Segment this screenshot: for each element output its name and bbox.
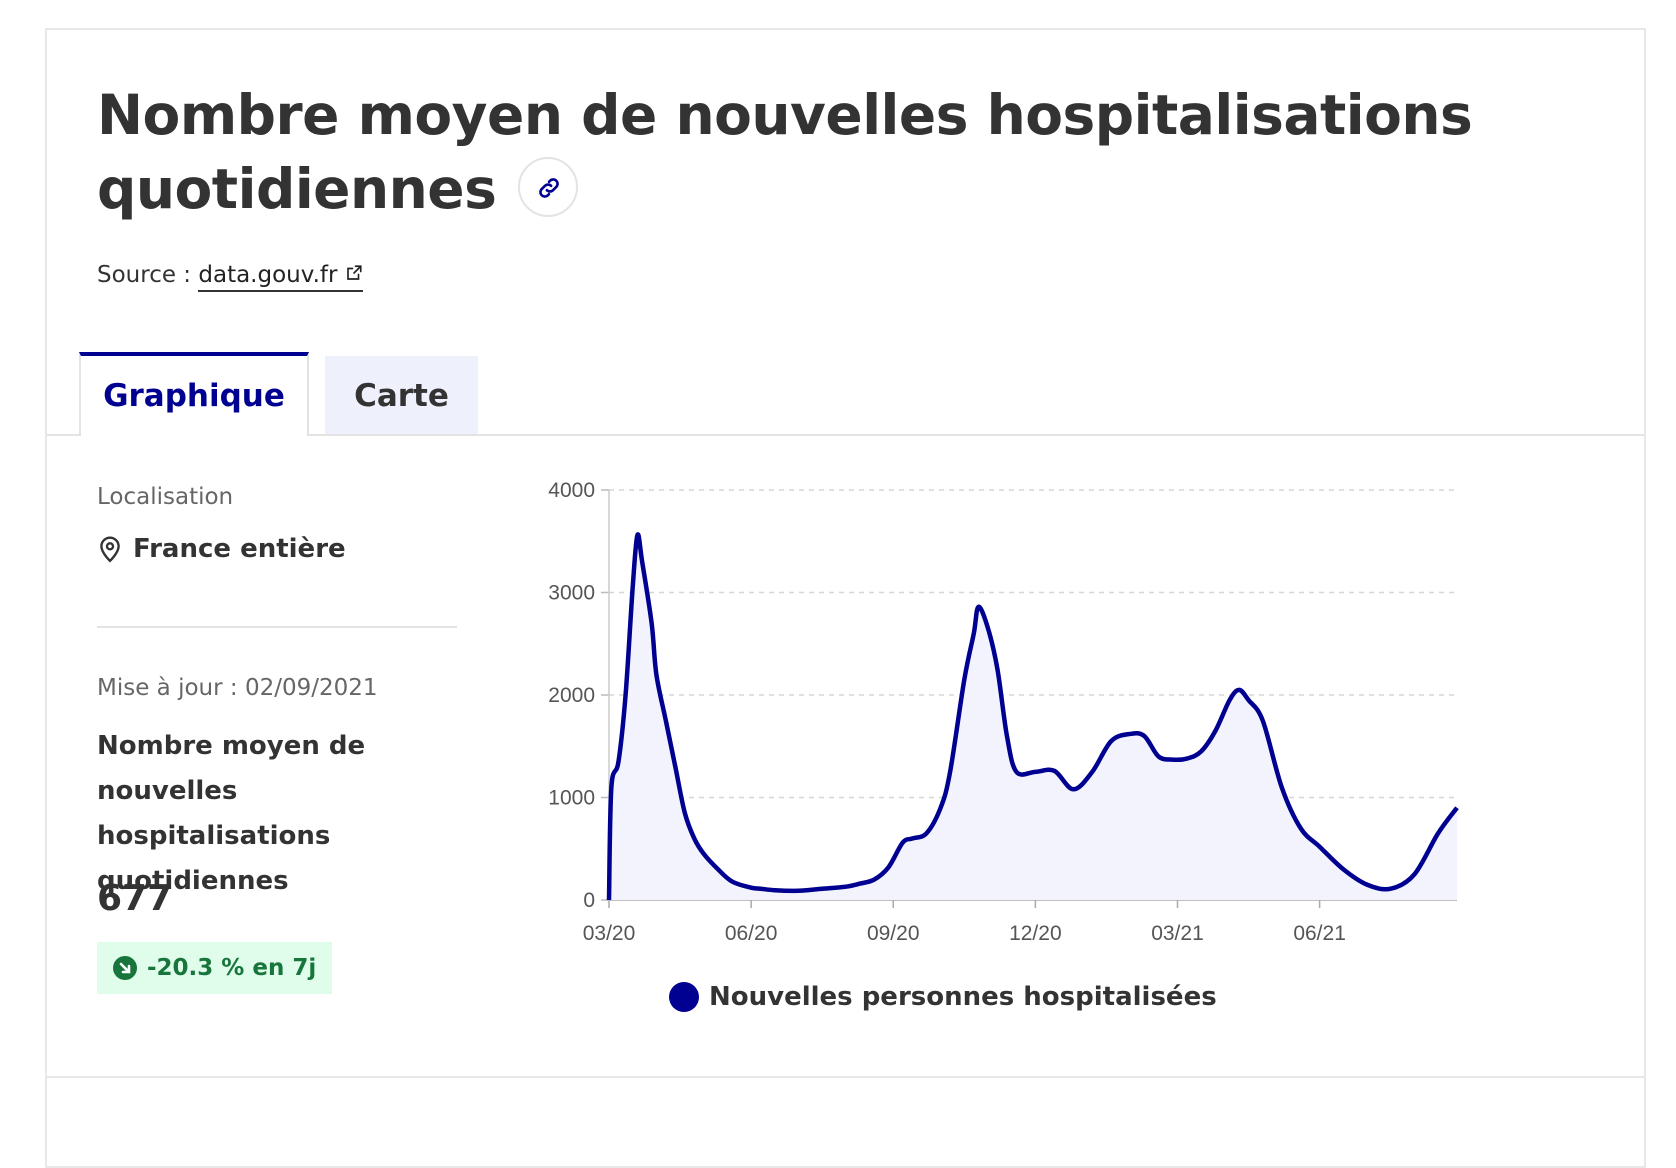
legend-swatch <box>669 982 699 1012</box>
x-tick-label: 12/20 <box>1009 922 1062 945</box>
title-line-1: Nombre moyen de nouvelles hospitalisatio… <box>97 83 1472 147</box>
y-tick-label: 1000 <box>548 787 595 810</box>
tab-carte[interactable]: Carte <box>325 356 478 436</box>
chart-legend[interactable]: Nouvelles personnes hospitalisées <box>669 982 1217 1012</box>
hospitalisations-chart: 0 1000 2000 3000 4000 03/20 06/20 09/20 12/20 03/… <box>547 460 1467 960</box>
legend-label: Nouvelles personnes hospitalisées <box>709 982 1217 1012</box>
y-tick-label: 0 <box>583 889 595 912</box>
tab-graphique[interactable]: Graphique <box>79 352 309 436</box>
card-bottom-divider <box>47 1076 1644 1078</box>
trend-badge: -20.3 % en 7j <box>97 942 332 994</box>
source-link[interactable]: data.gouv.fr <box>198 262 362 292</box>
copy-link-button[interactable] <box>518 157 578 217</box>
x-tick-label: 06/21 <box>1293 922 1346 945</box>
update-date: Mise à jour : 02/09/2021 <box>97 675 378 701</box>
source-link-text: data.gouv.fr <box>198 262 337 288</box>
x-tick-label: 03/20 <box>583 922 636 945</box>
location-label: Localisation <box>97 484 233 510</box>
title-line-2: quotidiennes <box>97 157 496 221</box>
chart-card: Nombre moyen de nouvelles hospitalisatio… <box>45 28 1646 1168</box>
x-tick-label: 09/20 <box>867 922 920 945</box>
location-value: France entière <box>133 534 346 564</box>
page-title: Nombre moyen de nouvelles hospitalisatio… <box>97 78 1497 226</box>
map-pin-icon <box>97 535 123 563</box>
trend-text: -20.3 % en 7j <box>147 955 316 981</box>
location-selector[interactable]: France entière <box>97 534 346 564</box>
source-line: Source : data.gouv.fr <box>97 262 363 288</box>
y-tick-label: 2000 <box>548 684 595 707</box>
y-tick-label: 3000 <box>548 582 595 605</box>
y-tick-label: 4000 <box>548 479 595 502</box>
indicator-value: 677 <box>97 878 172 919</box>
arrow-down-right-icon <box>113 956 137 980</box>
link-icon <box>536 175 562 201</box>
external-link-icon <box>345 264 363 282</box>
series-area <box>609 534 1457 900</box>
source-label: Source : <box>97 262 191 288</box>
sidebar-divider <box>97 626 457 628</box>
indicator-name: Nombre moyen de nouvelles hospitalisatio… <box>97 724 457 904</box>
x-tick-label: 06/20 <box>725 922 778 945</box>
x-tick-label: 03/21 <box>1151 922 1204 945</box>
